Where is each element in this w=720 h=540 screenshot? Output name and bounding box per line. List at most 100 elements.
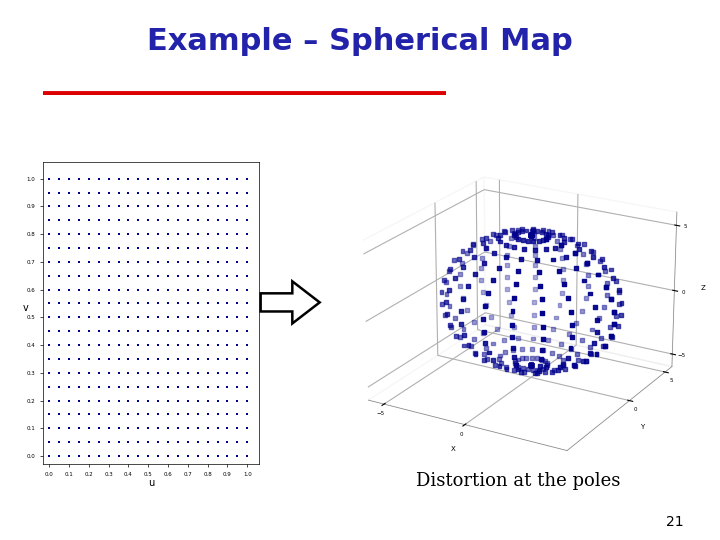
Point (43, 299, 55, 308)
Point (202, 452, 213, 461)
Point (153, 452, 164, 461)
Point (53, 438, 65, 447)
Point (53, 424, 65, 433)
Point (122, 174, 134, 183)
Point (212, 216, 223, 225)
Point (53, 244, 65, 252)
Point (202, 258, 213, 266)
Point (73, 341, 85, 349)
Point (232, 188, 243, 197)
Point (222, 424, 233, 433)
Point (192, 327, 204, 335)
Point (83, 188, 94, 197)
Point (143, 216, 154, 225)
Point (53, 341, 65, 349)
Point (63, 202, 75, 211)
Point (53, 258, 65, 266)
Point (153, 230, 164, 239)
Point (172, 230, 184, 239)
Point (182, 285, 194, 294)
Point (122, 244, 134, 252)
Point (192, 410, 204, 419)
Point (232, 424, 243, 433)
Point (43, 355, 55, 363)
Point (182, 202, 194, 211)
Point (212, 341, 223, 349)
Point (182, 174, 194, 183)
Point (113, 452, 125, 461)
Point (103, 244, 114, 252)
Point (63, 341, 75, 349)
Point (162, 244, 174, 252)
Point (182, 424, 194, 433)
Point (73, 424, 85, 433)
Point (212, 202, 223, 211)
Point (143, 355, 154, 363)
Point (162, 410, 174, 419)
Point (241, 368, 253, 377)
Point (53, 285, 65, 294)
Point (83, 382, 94, 391)
Point (103, 285, 114, 294)
Point (43, 272, 55, 280)
Point (241, 410, 253, 419)
Point (122, 327, 134, 335)
Point (182, 368, 194, 377)
Point (182, 230, 194, 239)
Point (43, 188, 55, 197)
Point (43, 230, 55, 239)
Point (192, 396, 204, 405)
Point (192, 424, 204, 433)
Point (162, 285, 174, 294)
Point (241, 396, 253, 405)
Point (63, 382, 75, 391)
Point (143, 202, 154, 211)
Point (172, 341, 184, 349)
Point (83, 299, 94, 308)
Point (232, 244, 243, 252)
Point (241, 452, 253, 461)
Point (53, 327, 65, 335)
Point (143, 285, 154, 294)
Point (162, 188, 174, 197)
Point (143, 299, 154, 308)
Point (153, 285, 164, 294)
Point (202, 313, 213, 322)
Point (113, 368, 125, 377)
Point (73, 174, 85, 183)
Point (103, 216, 114, 225)
Point (132, 438, 144, 447)
Point (162, 424, 174, 433)
Point (53, 382, 65, 391)
Point (182, 272, 194, 280)
Point (63, 299, 75, 308)
Point (153, 368, 164, 377)
Point (83, 230, 94, 239)
Point (232, 258, 243, 266)
Point (132, 285, 144, 294)
Point (192, 368, 204, 377)
Point (153, 382, 164, 391)
Point (192, 188, 204, 197)
Point (182, 327, 194, 335)
Point (132, 188, 144, 197)
Point (53, 272, 65, 280)
Point (63, 368, 75, 377)
Point (122, 230, 134, 239)
Point (122, 188, 134, 197)
Point (113, 202, 125, 211)
Point (232, 313, 243, 322)
Point (113, 230, 125, 239)
Point (53, 355, 65, 363)
Point (222, 230, 233, 239)
Point (153, 410, 164, 419)
Point (53, 230, 65, 239)
Point (113, 438, 125, 447)
Point (172, 410, 184, 419)
Point (103, 230, 114, 239)
Point (182, 313, 194, 322)
Point (83, 438, 94, 447)
Point (43, 396, 55, 405)
Point (232, 396, 243, 405)
Point (143, 368, 154, 377)
